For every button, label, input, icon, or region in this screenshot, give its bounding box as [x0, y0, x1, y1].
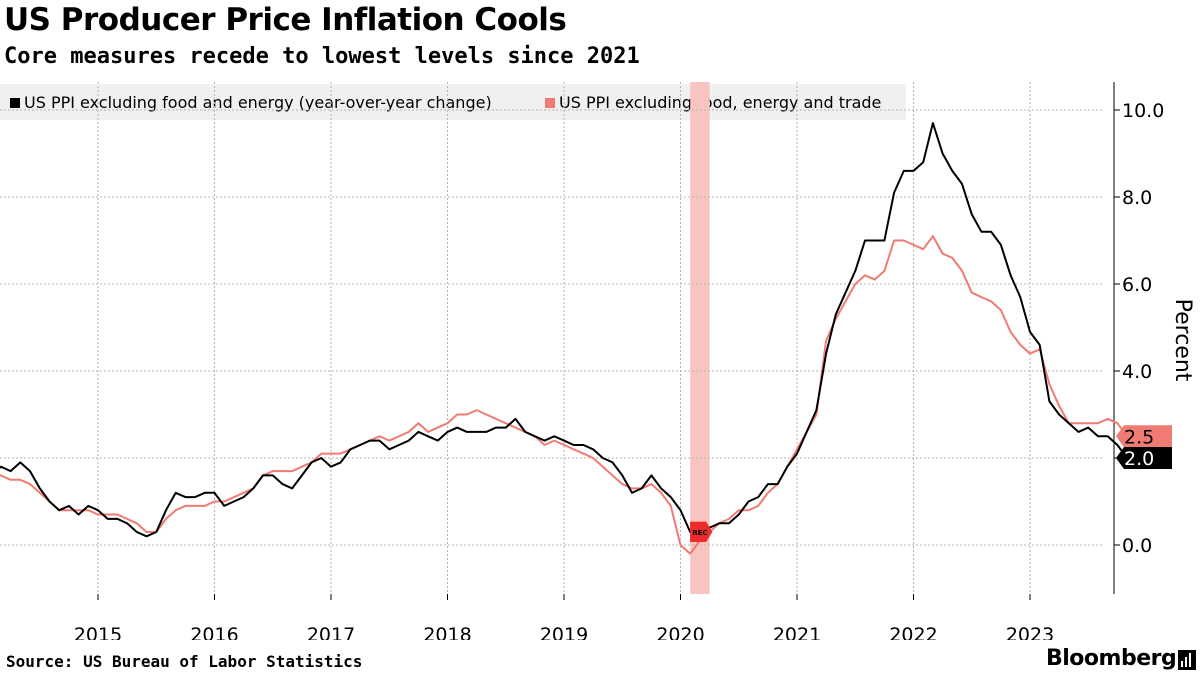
x-tick-label: 2020 — [656, 624, 704, 640]
x-tick-label: 2021 — [773, 624, 821, 640]
last-value-tag — [1116, 425, 1172, 448]
legend-item-series-2[interactable]: US PPI excluding food, energy and trade — [545, 93, 881, 112]
x-tick-label: 2019 — [540, 624, 588, 640]
recession-band — [690, 82, 710, 594]
legend-label-series-2: US PPI excluding food, energy and trade — [559, 93, 882, 112]
x-tick-label: 2022 — [889, 624, 937, 640]
y-tick-label: 8.0 — [1122, 187, 1152, 209]
series-line-2 — [0, 235, 1128, 555]
line-chart: 0.0 2.0 4.0 6.0 8.0 10.0 2015 2016 2017 2018 2019 2… — [0, 82, 1195, 640]
legend-item-series-1[interactable]: US PPI excluding food and energy (year-o… — [10, 93, 492, 112]
series-line-1 — [0, 122, 1128, 538]
recession-marker — [690, 521, 707, 542]
y-tick-label: 0.0 — [1122, 535, 1152, 557]
x-tick-label: 2023 — [1006, 624, 1054, 640]
last-value-label: 2.5 — [1124, 426, 1154, 448]
y-tick-label: 6.0 — [1122, 274, 1152, 296]
x-tick-label: 2017 — [307, 624, 355, 640]
x-tick-label: 2015 — [74, 624, 122, 640]
brand-logo: Bloomberg — [1046, 646, 1177, 671]
last-value-label: 2.0 — [1124, 448, 1154, 470]
y-tick-label: 10.0 — [1122, 100, 1164, 122]
legend-swatch-black-icon — [10, 97, 20, 108]
legend: US PPI excluding food and energy (year-o… — [0, 84, 906, 120]
last-value-tag — [1116, 447, 1172, 469]
recession-marker-label: REC — [692, 529, 707, 537]
y-tick-label: 4.0 — [1122, 361, 1152, 383]
y-axis-title: Percent — [1170, 299, 1195, 382]
legend-label-series-1: US PPI excluding food and energy (year-o… — [24, 93, 492, 112]
recession-marker-tip — [706, 521, 713, 542]
legend-swatch-salmon-icon — [545, 97, 555, 108]
x-tick-label: 2018 — [423, 624, 471, 640]
chart-subtitle: Core measures recede to lowest levels si… — [4, 44, 640, 69]
terminal-bars-icon — [1178, 650, 1196, 670]
x-tick-label: 2016 — [190, 624, 238, 640]
chart-title: US Producer Price Inflation Cools — [4, 2, 567, 38]
source-note: Source: US Bureau of Labor Statistics — [6, 652, 363, 671]
